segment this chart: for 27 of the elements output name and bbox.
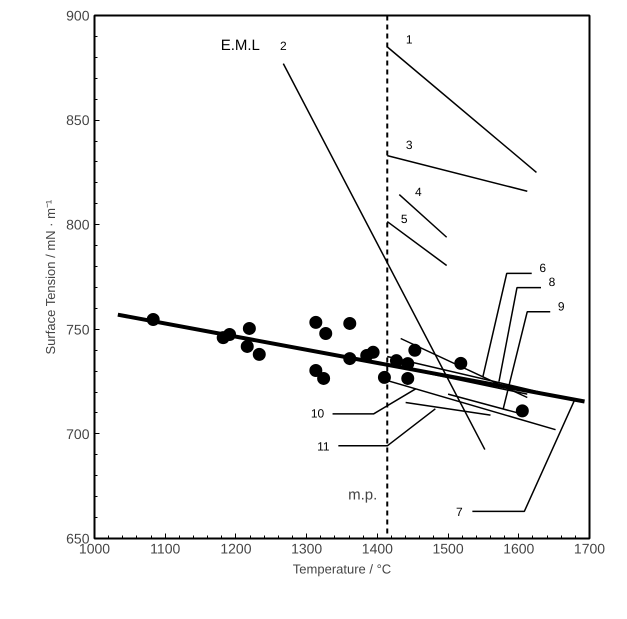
annotation: E.M.L — [220, 37, 260, 54]
annotation: 1 — [406, 32, 413, 46]
x-tick-label: 1200 — [220, 540, 252, 556]
annotation: 6 — [539, 260, 546, 275]
x-tick-label: 1400 — [362, 540, 394, 556]
x-tick-label: 1700 — [574, 540, 606, 556]
y-axis-title: Surface Tension / mN · m⁻¹ — [43, 199, 58, 354]
ref-line-label: m.p. — [348, 486, 378, 504]
y-tick-label: 700 — [66, 426, 90, 442]
annotation: 9 — [558, 299, 565, 314]
annotation: 11 — [317, 439, 330, 454]
x-tick-label: 1500 — [432, 540, 464, 556]
annotation: 7 — [456, 504, 464, 519]
y-tick-label: 900 — [66, 8, 90, 24]
annotation: 4 — [414, 185, 422, 200]
annotation: 5 — [400, 212, 408, 226]
y-tick-label: 850 — [66, 112, 90, 128]
x-tick-label: 1300 — [291, 540, 322, 556]
x-tick-label: 1100 — [150, 540, 180, 556]
annotation: 8 — [548, 275, 556, 290]
annotation: 10 — [310, 406, 325, 420]
x-tick-label: 1600 — [503, 540, 535, 556]
y-tick-label: 800 — [66, 216, 90, 233]
y-tick-label: 750 — [66, 321, 90, 338]
annotation: 2 — [280, 39, 287, 54]
annotation: 3 — [406, 138, 413, 152]
x-axis-title: Temperature / °C — [292, 562, 392, 576]
